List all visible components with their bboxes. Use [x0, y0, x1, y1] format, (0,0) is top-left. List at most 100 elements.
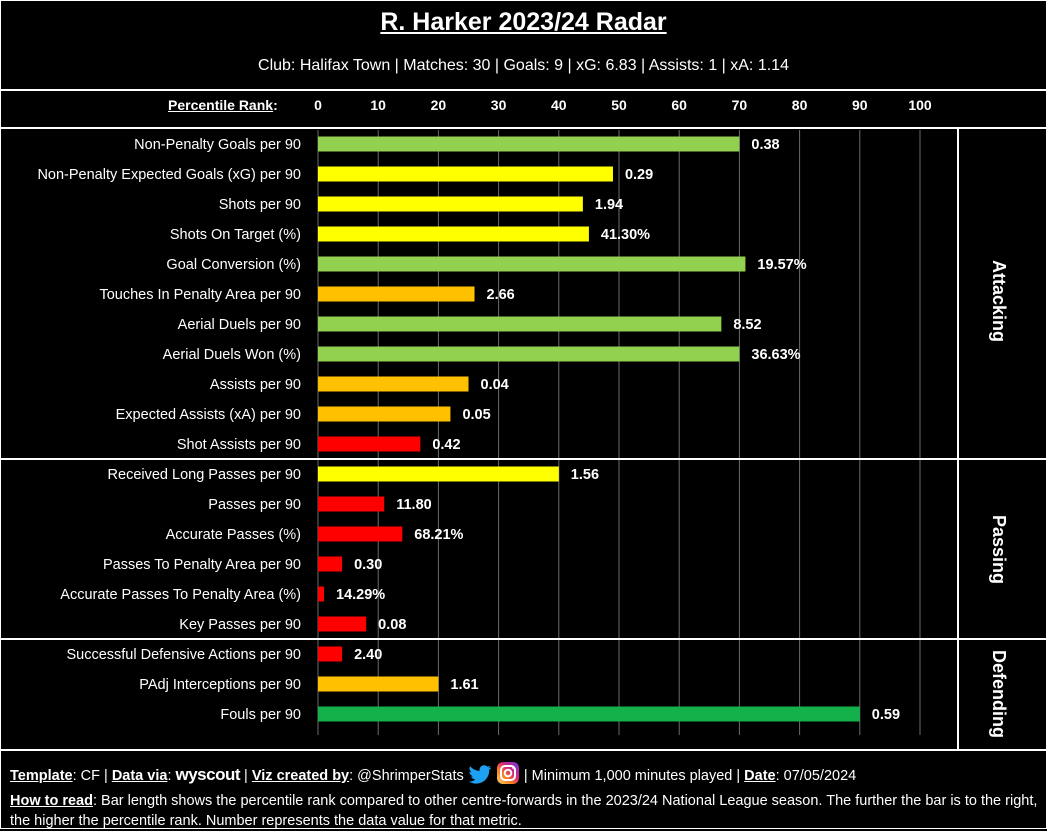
bar [318, 646, 343, 662]
divider-passing-defending [0, 638, 1047, 640]
bar [318, 676, 439, 692]
value-label: 2.40 [354, 647, 382, 663]
date-value: : 07/05/2024 [775, 768, 857, 784]
metric-label: Assists per 90 [210, 377, 301, 393]
axis-label: Percentile Rank: [168, 97, 278, 113]
metric-label: Goal Conversion (%) [166, 257, 301, 273]
metric-label: Received Long Passes per 90 [108, 467, 301, 483]
twitter-icon [468, 765, 492, 791]
bar [318, 586, 325, 602]
viz-label: Viz created by [251, 768, 350, 784]
metric-label: Passes To Penalty Area per 90 [103, 557, 301, 573]
minimum-note: | Minimum 1,000 minutes played | [519, 768, 745, 784]
divider-top [0, 89, 1047, 91]
value-label: 68.21% [414, 527, 463, 543]
metric-label: Non-Penalty Expected Goals (xG) per 90 [37, 167, 301, 183]
bar [318, 256, 746, 272]
metric-label: Shot Assists per 90 [177, 437, 301, 453]
chart-title: R. Harker 2023/24 Radar [380, 8, 667, 36]
bar [318, 436, 421, 452]
metric-label: Non-Penalty Goals per 90 [134, 137, 301, 153]
axis-tick-10: 10 [370, 97, 386, 113]
axis-tick-70: 70 [731, 97, 748, 113]
template-value: : CF | [72, 768, 112, 784]
divider-attacking-passing [0, 458, 1047, 460]
axis-tick-80: 80 [791, 97, 808, 113]
category-label-passing: Passing [989, 514, 1009, 585]
value-label: 0.04 [481, 377, 509, 393]
axis-tick-100: 100 [908, 97, 932, 113]
axis-tick-30: 30 [490, 97, 507, 113]
bar-chart: Non-Penalty Goals per 90 0.38 Non-Penalty … [37, 130, 921, 735]
chart-subtitle: Club: Halifax Town | Matches: 30 | Goals… [258, 57, 789, 74]
date-label: Date [744, 768, 776, 784]
instagram-icon [496, 761, 520, 791]
axis-tick-40: 40 [551, 97, 567, 113]
metric-label: Shots On Target (%) [170, 227, 301, 243]
metric-label: Fouls per 90 [220, 707, 301, 723]
value-label: 1.61 [450, 677, 478, 693]
axis-tick-50: 50 [611, 97, 627, 113]
bar [318, 346, 740, 362]
bar [318, 466, 559, 482]
metric-label: PAdj Interceptions per 90 [139, 677, 301, 693]
value-label: 1.94 [595, 197, 623, 213]
bar [318, 556, 343, 572]
category-label-attacking: Attacking [989, 260, 1009, 343]
bar [318, 496, 385, 512]
bar [318, 136, 740, 152]
value-label: 0.59 [872, 707, 900, 723]
value-label: 0.05 [462, 407, 490, 423]
metric-label: Successful Defensive Actions per 90 [66, 647, 301, 663]
value-label: 0.30 [354, 557, 382, 573]
how-to-read-label: How to read [10, 793, 93, 809]
value-label: 0.29 [625, 167, 653, 183]
metric-label: Shots per 90 [219, 197, 301, 213]
bar [318, 226, 589, 242]
value-label: 19.57% [757, 257, 806, 273]
footer: Template: CF | Data via: wyscout | Viz c… [10, 761, 1040, 831]
template-label: Template [10, 768, 73, 784]
metric-label: Touches In Penalty Area per 90 [99, 287, 301, 303]
category-column-divider [957, 128, 959, 749]
metric-label: Aerial Duels per 90 [178, 317, 301, 333]
bar [318, 406, 451, 422]
wyscout-logo: wyscout [175, 765, 241, 784]
metric-label: Accurate Passes To Penalty Area (%) [60, 587, 301, 603]
bar [318, 166, 613, 182]
bar [318, 376, 469, 392]
metric-label: Key Passes per 90 [179, 617, 301, 633]
value-label: 2.66 [487, 287, 515, 303]
how-to-read-text: : Bar length shows the percentile rank c… [10, 793, 1038, 829]
bar [318, 706, 860, 722]
value-label: 11.80 [396, 497, 432, 513]
value-label: 41.30% [601, 227, 650, 243]
data-via-label: Data via [111, 768, 168, 784]
value-label: 36.63% [751, 347, 800, 363]
axis-tick-0: 0 [314, 97, 322, 113]
divider-footer [0, 749, 1047, 751]
value-label: 1.56 [571, 467, 599, 483]
value-label: 8.52 [733, 317, 761, 333]
bar [318, 616, 367, 632]
metric-label: Passes per 90 [208, 497, 301, 513]
data-via-sep: : [167, 768, 176, 784]
metric-label: Expected Assists (xA) per 90 [116, 407, 301, 423]
bar [318, 196, 583, 212]
bar [318, 316, 722, 332]
axis-tick-60: 60 [671, 97, 687, 113]
bar [318, 286, 475, 302]
bar [318, 526, 403, 542]
value-label: 0.08 [378, 617, 406, 633]
metric-label: Accurate Passes (%) [166, 527, 301, 543]
axis-tick-90: 90 [852, 97, 868, 113]
metric-label: Aerial Duels Won (%) [163, 347, 301, 363]
footer-credits: Template: CF | Data via: wyscout | Viz c… [10, 761, 1040, 791]
category-label-defending: Defending [989, 650, 1009, 738]
value-label: 14.29% [336, 587, 385, 603]
footer-how-to-read: How to read: Bar length shows the percen… [10, 791, 1040, 831]
divider-axis [0, 127, 1047, 129]
value-label: 0.42 [432, 437, 460, 453]
axis-tick-20: 20 [430, 97, 447, 113]
value-label: 0.38 [751, 137, 779, 153]
